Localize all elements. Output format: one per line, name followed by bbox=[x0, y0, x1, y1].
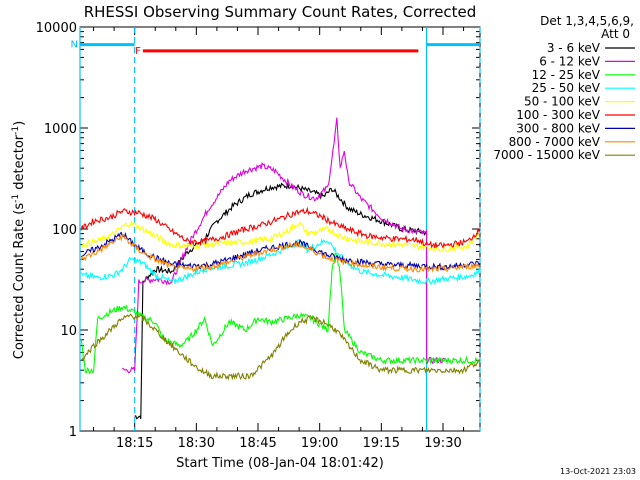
y-tick-label: 10 bbox=[60, 324, 77, 339]
x-tick-label: 19:30 bbox=[424, 436, 461, 451]
legend-label: 800 - 7000 keV bbox=[509, 135, 601, 149]
legend-attenuator: Att 0 bbox=[601, 27, 630, 41]
y-label-part-1: Corrected Count Rate (s bbox=[12, 203, 27, 360]
legend-label: 12 - 25 keV bbox=[532, 68, 601, 82]
y-tick-label: 1000 bbox=[44, 122, 77, 137]
series-line-3 bbox=[80, 238, 481, 285]
footer-timestamp: 13-Oct-2021 23:03 bbox=[560, 467, 636, 476]
y-tick-label: 1 bbox=[69, 425, 77, 440]
x-tick-label: 19:15 bbox=[363, 436, 400, 451]
flag-label: F bbox=[135, 46, 141, 57]
series-line-1 bbox=[122, 117, 448, 374]
legend-label: 100 - 300 keV bbox=[516, 108, 600, 122]
series-line-2 bbox=[80, 252, 481, 375]
series-line-0 bbox=[134, 182, 427, 420]
x-tick-label: 18:45 bbox=[239, 436, 276, 451]
y-label-part-3: ) bbox=[12, 121, 27, 126]
y-label-sup-2: -1 bbox=[11, 126, 21, 135]
legend-detectors: Det 1,3,4,5,6,9, bbox=[540, 14, 634, 28]
series-line-7 bbox=[80, 233, 481, 273]
y-axis-label: Corrected Count Rate (s-1 detector-1) bbox=[11, 121, 27, 359]
series-line-8 bbox=[80, 313, 481, 381]
y-tick-label: 10000 bbox=[36, 21, 77, 36]
legend-label: 25 - 50 keV bbox=[532, 81, 601, 95]
flag-lines: FN bbox=[71, 40, 480, 57]
y-label-part-2: detector bbox=[12, 134, 27, 194]
chart-title: RHESSI Observing Summary Count Rates, Co… bbox=[84, 3, 477, 21]
legend-label: 300 - 800 keV bbox=[516, 121, 600, 135]
legend-label: 3 - 6 keV bbox=[547, 41, 601, 55]
x-tick-label: 18:15 bbox=[116, 436, 153, 451]
x-tick-label: 18:30 bbox=[178, 436, 215, 451]
series-line-5 bbox=[80, 206, 481, 249]
x-axis-label: Start Time (08-Jan-04 18:01:42) bbox=[176, 456, 384, 471]
series-line-4 bbox=[81, 219, 481, 253]
x-tick-label: 19:00 bbox=[301, 436, 338, 451]
y-axis-ticks: 1 10 100 1000 10000 bbox=[36, 21, 480, 440]
y-label-sup-1: -1 bbox=[11, 194, 21, 203]
y-tick-label: 100 bbox=[52, 223, 77, 238]
legend-label: 50 - 100 keV bbox=[524, 95, 601, 109]
x-axis-ticks: 18:15 18:30 18:45 19:00 19:15 19:30 bbox=[93, 27, 465, 451]
legend-label: 6 - 12 keV bbox=[539, 54, 601, 68]
legend-label: 7000 - 15000 keV bbox=[493, 148, 600, 162]
flag-label: N bbox=[71, 40, 78, 51]
series-layer bbox=[80, 117, 481, 420]
